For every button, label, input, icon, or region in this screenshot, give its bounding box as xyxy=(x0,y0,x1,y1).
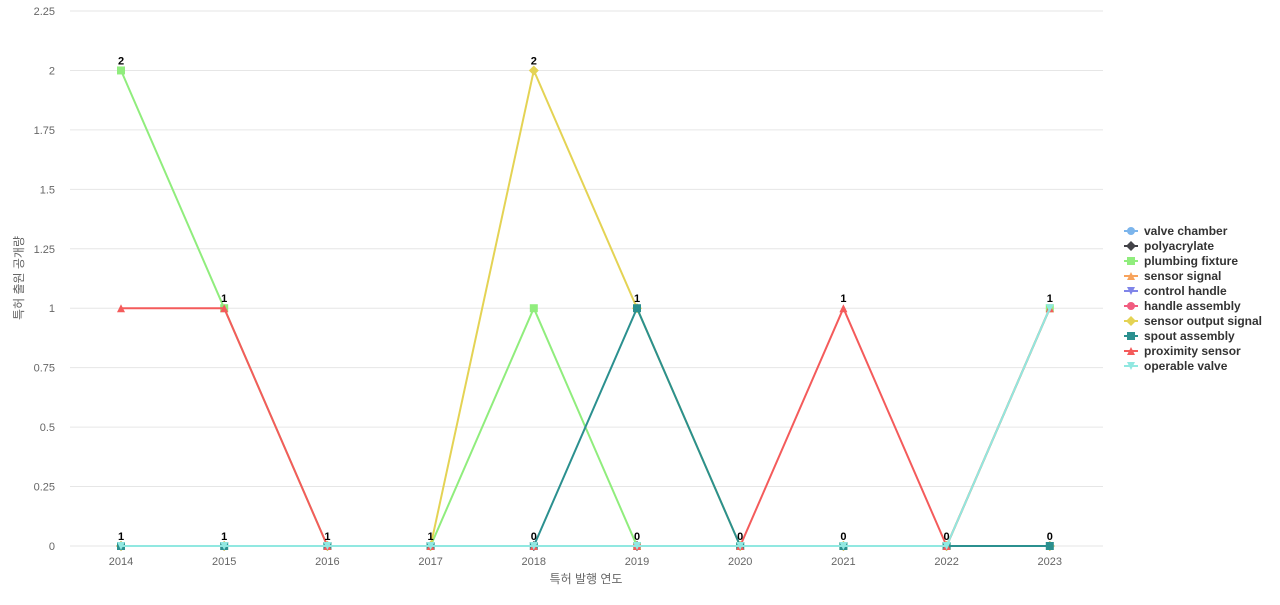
legend-item[interactable]: proximity sensor xyxy=(1124,344,1241,358)
data-point-marker xyxy=(117,542,125,550)
data-point-marker xyxy=(1127,362,1135,370)
data-point-marker xyxy=(1127,257,1135,265)
y-tick-label: 1.75 xyxy=(34,125,55,137)
data-label: 1 xyxy=(118,531,124,543)
data-point-marker xyxy=(1045,542,1054,550)
data-label: 1 xyxy=(1047,293,1053,305)
legend-item[interactable]: handle assembly xyxy=(1124,299,1241,313)
data-point-marker xyxy=(839,304,848,313)
data-point-marker xyxy=(426,542,435,550)
data-point-marker xyxy=(323,542,332,550)
legend-label: plumbing fixture xyxy=(1144,254,1238,268)
x-tick-label: 2022 xyxy=(934,556,958,568)
y-tick-label: 1.25 xyxy=(34,244,55,256)
legend-item[interactable]: sensor signal xyxy=(1124,269,1221,283)
legend-label: proximity sensor xyxy=(1144,344,1241,358)
x-tick-label: 2020 xyxy=(728,556,752,568)
data-point-marker xyxy=(736,542,745,550)
legend-item[interactable]: polyacrylate xyxy=(1124,239,1214,253)
y-tick-label: 1.5 xyxy=(40,184,55,196)
x-axis-title: 특허 발행 연도 xyxy=(550,571,623,586)
data-point-marker xyxy=(1127,332,1135,340)
data-label: 1 xyxy=(221,531,227,543)
data-point-marker xyxy=(1127,227,1135,235)
data-point-marker xyxy=(1127,347,1135,355)
data-label: 2 xyxy=(531,55,537,67)
legend-label: polyacrylate xyxy=(1144,239,1214,253)
data-point-marker xyxy=(1127,302,1135,310)
y-axis-title: 특허 출원 공개량 xyxy=(12,236,26,320)
data-point-marker xyxy=(1127,287,1135,295)
data-label: 0 xyxy=(1047,531,1053,543)
data-point-marker xyxy=(942,542,951,550)
y-tick-label: 0.5 xyxy=(40,422,55,434)
data-point-marker xyxy=(1126,316,1136,326)
data-label: 1 xyxy=(840,293,846,305)
grid-lines xyxy=(70,10,1103,547)
legend-label: control handle xyxy=(1144,284,1227,298)
data-label: 1 xyxy=(428,531,434,543)
data-point-marker xyxy=(529,542,538,550)
x-tick-label: 2017 xyxy=(418,556,442,568)
y-tick-label: 2 xyxy=(49,65,55,77)
data-label: 0 xyxy=(531,531,537,543)
data-point-marker xyxy=(633,542,641,550)
x-tick-label: 2014 xyxy=(109,556,133,568)
data-point-marker xyxy=(117,66,125,75)
legend-label: operable valve xyxy=(1144,359,1228,373)
series-group xyxy=(117,304,1054,550)
x-tick-label: 2015 xyxy=(212,556,236,568)
y-tick-label: 0.75 xyxy=(34,363,55,375)
legend-label: valve chamber xyxy=(1144,224,1228,238)
legend-label: handle assembly xyxy=(1144,299,1241,313)
legend-item[interactable]: operable valve xyxy=(1124,359,1228,373)
legend-label: sensor signal xyxy=(1144,269,1221,283)
data-point-marker xyxy=(1045,304,1054,313)
data-point-marker xyxy=(633,304,641,313)
data-labels: 2 1 2 1 1 1 1 1 1 1 0 0 0 0 0 0 xyxy=(118,55,1053,543)
y-tick-label: 0.25 xyxy=(34,482,55,494)
y-tick-label: 0 xyxy=(49,541,55,553)
y-tick-label: 2.25 xyxy=(34,6,55,18)
data-label: 1 xyxy=(221,293,227,305)
data-point-marker xyxy=(1126,241,1136,251)
data-point-marker xyxy=(117,304,125,313)
data-label: 2 xyxy=(118,55,124,67)
legend-item[interactable]: sensor output signal xyxy=(1124,314,1262,328)
x-tick-label: 2016 xyxy=(315,556,339,568)
data-label: 0 xyxy=(840,531,846,543)
data-point-marker xyxy=(529,304,538,313)
data-point-marker xyxy=(528,65,539,76)
legend-label: spout assembly xyxy=(1144,329,1235,343)
x-tick-label: 2018 xyxy=(522,556,546,568)
legend-item[interactable]: spout assembly xyxy=(1124,329,1235,343)
data-label: 1 xyxy=(634,293,640,305)
series-line xyxy=(121,307,1051,547)
legend-item[interactable]: plumbing fixture xyxy=(1124,254,1238,268)
x-tick-label: 2023 xyxy=(1038,556,1062,568)
y-tick-label: 1 xyxy=(49,303,55,315)
series-lines xyxy=(116,65,1055,551)
data-label: 0 xyxy=(944,531,950,543)
x-axis-ticks: 2014 2015 2016 2017 2018 2019 2020 2021 2022 2023 xyxy=(109,556,1062,568)
data-point-marker xyxy=(220,304,229,313)
data-point-marker xyxy=(839,542,848,550)
y-axis-ticks: 0 0.25 0.5 0.75 1 1.25 1.5 1.75 2 2.25 xyxy=(34,6,55,553)
legend-item[interactable]: valve chamber xyxy=(1124,224,1228,238)
x-tick-label: 2021 xyxy=(831,556,855,568)
data-point-marker xyxy=(220,542,229,550)
legend-label: sensor output signal xyxy=(1144,314,1262,328)
data-label: 0 xyxy=(737,531,743,543)
data-label: 0 xyxy=(634,531,640,543)
x-tick-label: 2019 xyxy=(625,556,649,568)
data-point-marker xyxy=(1127,272,1135,280)
legend-item[interactable]: control handle xyxy=(1124,284,1227,298)
data-label: 1 xyxy=(324,531,330,543)
